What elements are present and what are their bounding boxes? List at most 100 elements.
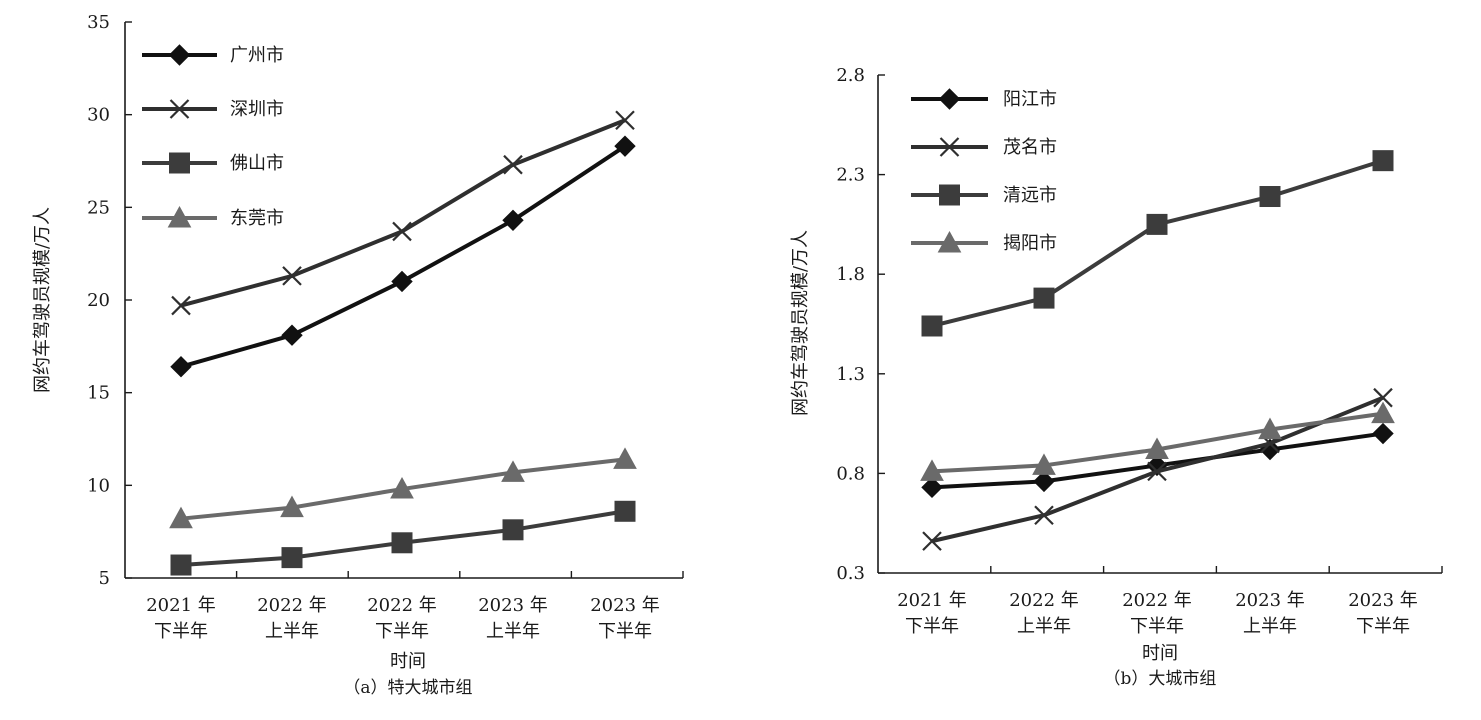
data-point-x	[282, 266, 302, 286]
data-point-diamond	[170, 356, 192, 378]
marker-stroke	[615, 110, 635, 131]
legend-label: 揭阳市	[1003, 233, 1057, 254]
data-point-x	[922, 531, 942, 551]
legend-item: 清远市	[911, 184, 1057, 206]
x-tick-label: 上半年	[486, 621, 540, 642]
legend-marker-square	[169, 152, 190, 174]
x-tick-label: 下半年	[598, 621, 652, 642]
y-tick-label: 5	[99, 568, 110, 589]
legend-item: 茂名市	[911, 137, 1057, 158]
y-axis-title: 网约车驾驶员规模/万人	[32, 207, 53, 393]
y-tick-label: 1.3	[836, 364, 865, 385]
legend-marker-diamond	[168, 44, 191, 66]
y-tick-label: 15	[87, 383, 110, 404]
x-tick-label: 2021 年	[146, 595, 216, 616]
x-tick-label: 下半年	[1356, 616, 1410, 637]
legend-item: 东莞市	[142, 205, 284, 229]
data-point-x	[615, 110, 635, 131]
x-tick-label: 下半年	[1130, 616, 1184, 637]
y-tick-label: 0.3	[836, 563, 865, 584]
data-point-square	[1033, 287, 1055, 309]
legend-label: 深圳市	[230, 99, 284, 120]
x-tick-label: 2022 年	[1122, 590, 1192, 611]
data-point-diamond	[502, 209, 524, 232]
x-tick-label: 2023 年	[1348, 590, 1418, 611]
data-point-x	[503, 154, 523, 175]
x-tick-label: 下半年	[905, 616, 959, 637]
series-x	[171, 110, 635, 316]
marker-stroke	[1147, 461, 1167, 482]
legend-label: 清远市	[1003, 185, 1057, 206]
x-tick-label: 2022 年	[367, 595, 437, 616]
data-point-triangle	[920, 459, 944, 481]
series-line	[931, 158, 1384, 328]
data-point-x	[392, 221, 412, 242]
y-tick-label: 10	[87, 475, 110, 496]
legend-label: 佛山市	[230, 153, 284, 174]
data-point-triangle	[280, 495, 304, 518]
x-tick-label: 2023 年	[478, 595, 548, 616]
data-point-triangle	[1032, 453, 1056, 475]
data-point-diamond	[1372, 422, 1394, 445]
marker-stroke	[392, 221, 412, 242]
data-point-x	[1034, 505, 1054, 526]
data-point-triangle	[390, 477, 414, 499]
data-point-triangle	[1371, 401, 1395, 424]
y-tick-label: 2.3	[836, 165, 865, 186]
x-tick-label: 下半年	[375, 621, 429, 642]
legend-label: 阳江市	[1003, 89, 1057, 110]
data-point-square	[502, 519, 524, 541]
marker-stroke	[939, 137, 960, 157]
series-triangle	[920, 401, 1395, 481]
x-tick-label: 2023 年	[590, 595, 660, 616]
data-point-triangle	[613, 447, 637, 469]
marker-stroke	[282, 266, 302, 286]
legend-marker-x	[939, 137, 960, 157]
series-square	[921, 150, 1394, 337]
x-tick-label: 上半年	[1017, 616, 1071, 637]
chart-caption: （b）大城市组	[1104, 669, 1217, 689]
legend-label: 广州市	[230, 45, 284, 66]
data-point-diamond	[1033, 470, 1055, 493]
legend-marker-diamond	[938, 88, 961, 110]
series-square	[170, 500, 636, 576]
marker-stroke	[503, 154, 523, 175]
data-point-square	[1372, 150, 1394, 172]
data-point-triangle	[501, 460, 525, 482]
y-tick-label: 20	[87, 290, 110, 311]
data-point-square	[1146, 213, 1168, 235]
legend-marker-triangle	[167, 205, 192, 228]
y-tick-label: 30	[87, 105, 110, 126]
legend-item: 广州市	[142, 44, 284, 66]
x-tick-label: 2021 年	[897, 590, 967, 611]
data-point-triangle	[1145, 437, 1169, 459]
x-tick-label: 2022 年	[1009, 590, 1079, 611]
x-axis-title: 时间	[1142, 643, 1178, 664]
data-point-square	[281, 547, 303, 569]
series-diamond	[170, 135, 636, 378]
legend-item: 深圳市	[142, 99, 284, 120]
data-point-square	[1259, 186, 1281, 208]
x-tick-label: 2023 年	[1235, 590, 1305, 611]
marker-stroke	[1373, 387, 1393, 408]
marker-stroke	[1034, 505, 1054, 526]
y-tick-label: 1.8	[836, 264, 865, 285]
x-tick-label: 上半年	[1243, 616, 1297, 637]
legend-label: 茂名市	[1003, 137, 1057, 158]
legend-label: 东莞市	[230, 208, 284, 229]
series-triangle	[169, 447, 637, 529]
y-tick-label: 35	[87, 12, 110, 33]
data-point-x	[1373, 387, 1393, 408]
y-axis-title: 网约车驾驶员规模/万人	[790, 230, 811, 416]
y-tick-label: 0.8	[836, 463, 865, 484]
legend-item: 阳江市	[911, 88, 1057, 110]
data-point-triangle	[1258, 417, 1282, 440]
legend-marker-square	[939, 184, 960, 206]
data-point-square	[921, 315, 943, 337]
data-point-square	[391, 532, 413, 554]
